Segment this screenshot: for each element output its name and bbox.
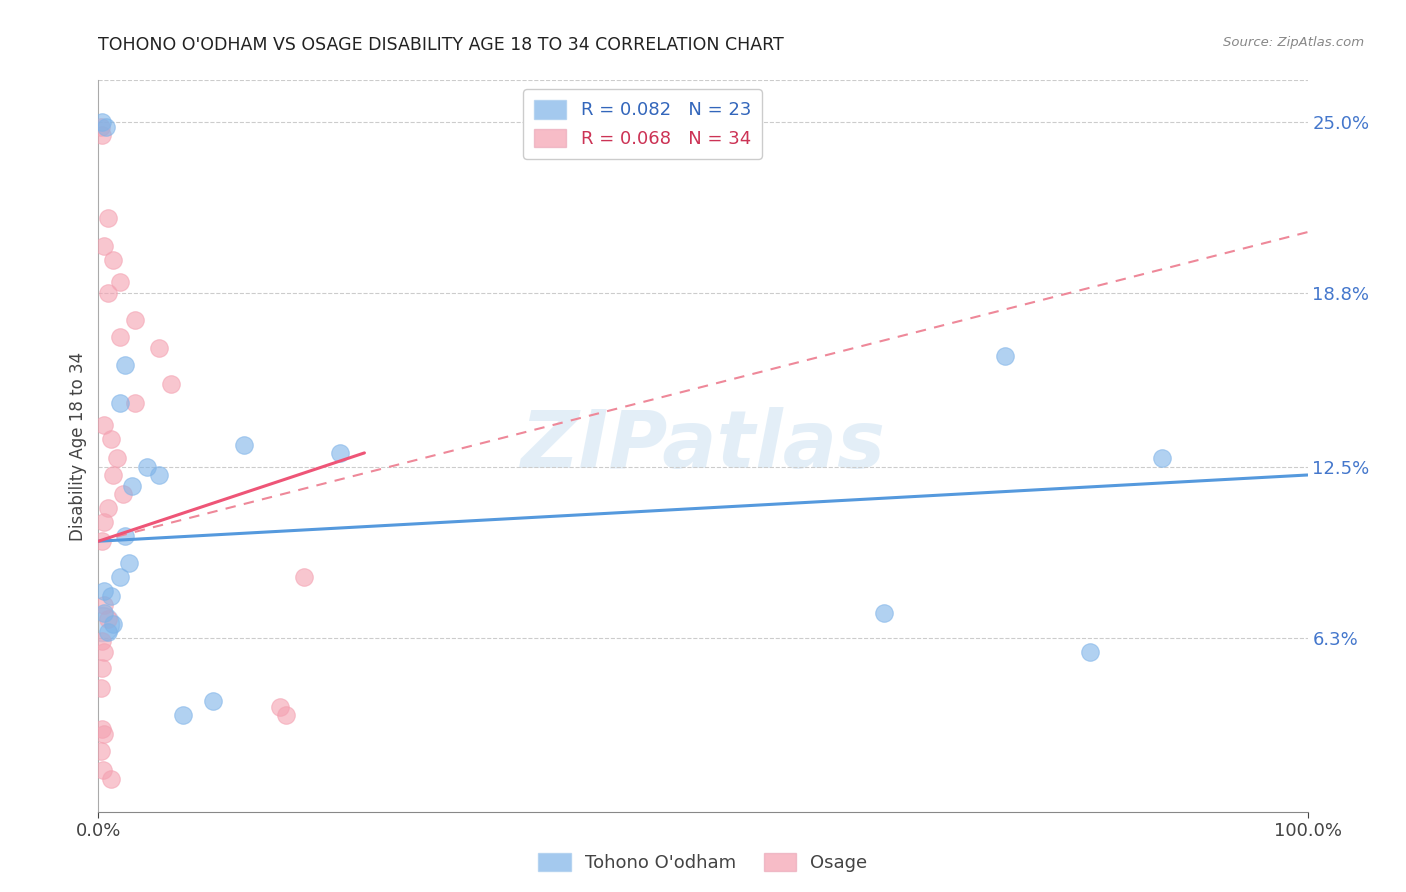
- Point: [90, 744, 112, 758]
- Point: [108, 330, 131, 344]
- Point: [101, 252, 124, 267]
- Point: [172, 708, 194, 723]
- Point: [91, 722, 114, 736]
- Legend: Tohono O'odham, Osage: Tohono O'odham, Osage: [531, 846, 875, 880]
- Text: TOHONO O'ODHAM VS OSAGE DISABILITY AGE 18 TO 34 CORRELATION CHART: TOHONO O'ODHAM VS OSAGE DISABILITY AGE 1…: [98, 36, 785, 54]
- Point: [93, 515, 115, 529]
- Point: [124, 396, 146, 410]
- Point: [202, 694, 225, 708]
- Point: [93, 583, 115, 598]
- Point: [91, 128, 114, 143]
- Point: [91, 114, 114, 128]
- Point: [93, 645, 115, 659]
- Point: [91, 764, 114, 778]
- Point: [97, 611, 120, 625]
- Point: [108, 570, 131, 584]
- Point: [97, 285, 120, 300]
- Point: [93, 606, 115, 620]
- Point: [91, 661, 114, 675]
- Point: [90, 681, 112, 695]
- Point: [1152, 451, 1174, 466]
- Point: [94, 120, 117, 135]
- Point: [93, 727, 115, 741]
- Point: [91, 633, 114, 648]
- Text: ZIPatlas: ZIPatlas: [520, 407, 886, 485]
- Point: [97, 625, 120, 640]
- Point: [100, 590, 122, 604]
- Point: [90, 120, 112, 135]
- Point: [873, 606, 896, 620]
- Point: [148, 341, 170, 355]
- Point: [135, 459, 157, 474]
- Point: [97, 501, 120, 516]
- Point: [108, 275, 131, 289]
- Point: [292, 570, 315, 584]
- Point: [114, 529, 136, 543]
- Point: [93, 239, 115, 253]
- Y-axis label: Disability Age 18 to 34: Disability Age 18 to 34: [69, 351, 87, 541]
- Point: [93, 418, 115, 433]
- Point: [91, 617, 114, 632]
- Point: [329, 446, 352, 460]
- Point: [100, 772, 122, 786]
- Point: [1078, 645, 1101, 659]
- Point: [111, 487, 134, 501]
- Point: [101, 617, 124, 632]
- Point: [269, 699, 291, 714]
- Point: [93, 598, 115, 612]
- Point: [148, 467, 170, 482]
- Point: [100, 432, 122, 446]
- Point: [121, 479, 143, 493]
- Point: [994, 349, 1017, 363]
- Text: Source: ZipAtlas.com: Source: ZipAtlas.com: [1223, 36, 1364, 49]
- Point: [91, 534, 114, 549]
- Point: [97, 211, 120, 226]
- Point: [114, 358, 136, 372]
- Point: [105, 451, 128, 466]
- Point: [124, 313, 146, 327]
- Point: [160, 376, 183, 391]
- Point: [232, 437, 254, 451]
- Point: [274, 708, 297, 723]
- Point: [118, 557, 141, 571]
- Point: [108, 396, 131, 410]
- Point: [101, 467, 124, 482]
